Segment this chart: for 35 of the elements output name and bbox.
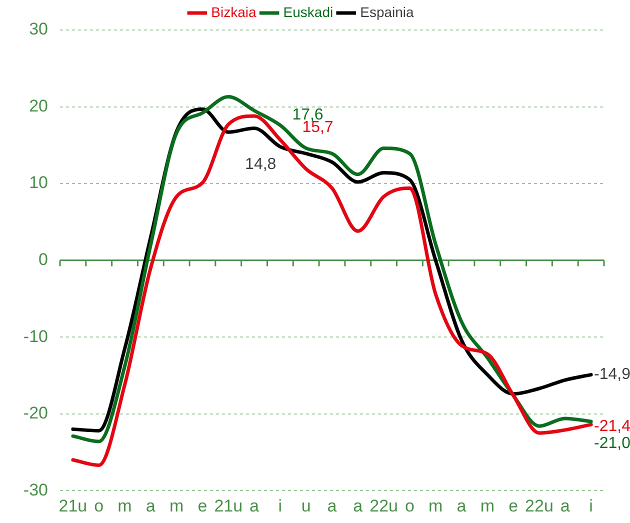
- data-label: -21,4: [594, 418, 630, 435]
- x-tick-label: 22u: [525, 496, 554, 516]
- x-tick-label: m: [118, 496, 132, 516]
- legend-label: Euskadi: [283, 4, 334, 20]
- y-tick-label: 30: [29, 20, 48, 39]
- legend-label: Espainia: [360, 4, 414, 20]
- x-tick-label: a: [560, 496, 570, 516]
- y-tick-label: 20: [29, 96, 48, 116]
- x-tick-label: a: [146, 496, 156, 516]
- x-tick-label: 21u: [58, 496, 88, 516]
- x-tick-label: e: [508, 496, 518, 516]
- x-tick-label: o: [94, 496, 104, 516]
- y-tick-label: 0: [38, 250, 48, 269]
- y-tick-label: -30: [23, 480, 48, 500]
- x-tick-label: u: [301, 496, 311, 516]
- x-tick-label: 22u: [370, 496, 398, 516]
- y-tick-label: -10: [23, 326, 48, 346]
- x-tick-label: a: [327, 496, 338, 516]
- x-tick-label: i: [589, 496, 593, 516]
- x-tick-label: 21u: [214, 496, 243, 516]
- x-tick-label: a: [353, 496, 364, 516]
- x-tick-label: a: [456, 496, 467, 516]
- x-tick-label: m: [169, 496, 184, 516]
- data-label: -21,0: [594, 434, 630, 452]
- x-tick-label: a: [250, 496, 260, 516]
- x-tick-label: o: [404, 496, 414, 516]
- data-label: 14,8: [245, 156, 276, 174]
- x-tick-label: m: [428, 496, 443, 516]
- y-tick-label: 10: [29, 173, 48, 192]
- legend-label: Bizkaia: [211, 4, 257, 20]
- data-label: -14,9: [594, 366, 630, 384]
- x-tick-label: e: [198, 496, 208, 516]
- y-tick-label: -20: [23, 404, 48, 423]
- x-tick-label: m: [480, 496, 495, 516]
- x-tick-label: i: [278, 496, 282, 516]
